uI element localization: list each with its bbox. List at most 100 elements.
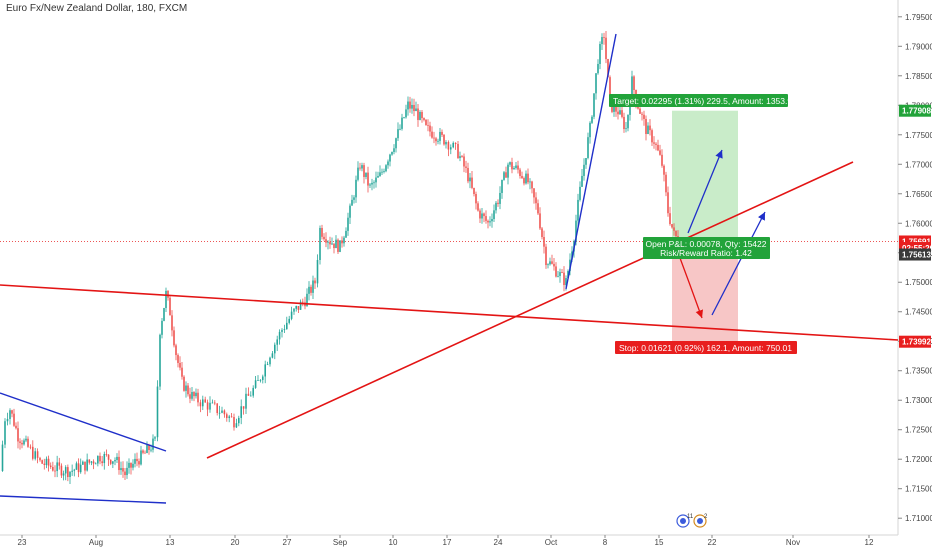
- candle-body[interactable]: [553, 263, 555, 267]
- candle-body[interactable]: [459, 156, 461, 159]
- candle-body[interactable]: [629, 103, 631, 115]
- candle-body[interactable]: [461, 156, 463, 157]
- candle-body[interactable]: [551, 261, 553, 264]
- candle-body[interactable]: [545, 246, 547, 266]
- candle-body[interactable]: [425, 119, 427, 125]
- candle-body[interactable]: [619, 110, 621, 115]
- candle-body[interactable]: [385, 165, 387, 172]
- candle-body[interactable]: [337, 239, 339, 252]
- candle-body[interactable]: [321, 227, 323, 237]
- candle-body[interactable]: [15, 425, 17, 429]
- candle-body[interactable]: [146, 444, 148, 453]
- candle-body[interactable]: [335, 239, 337, 249]
- candle-body[interactable]: [235, 423, 238, 428]
- candle-body[interactable]: [109, 459, 112, 464]
- candle-body[interactable]: [293, 308, 295, 312]
- candle-body[interactable]: [427, 124, 429, 126]
- candle-body[interactable]: [32, 446, 34, 459]
- candle-body[interactable]: [54, 470, 56, 472]
- candle-body[interactable]: [347, 217, 349, 231]
- candle-body[interactable]: [52, 467, 54, 471]
- candle-body[interactable]: [353, 197, 355, 200]
- candle-body[interactable]: [67, 467, 69, 477]
- candle-body[interactable]: [45, 458, 48, 465]
- candle-body[interactable]: [589, 122, 591, 138]
- candle-body[interactable]: [501, 179, 503, 193]
- candle-body[interactable]: [533, 188, 535, 198]
- candle-body[interactable]: [639, 108, 641, 114]
- candle-body[interactable]: [319, 227, 321, 260]
- candle-body[interactable]: [90, 461, 93, 463]
- candle-body[interactable]: [567, 270, 569, 279]
- candle-body[interactable]: [302, 301, 304, 303]
- candle-body[interactable]: [653, 142, 655, 144]
- candle-body[interactable]: [447, 141, 450, 150]
- candle-body[interactable]: [254, 380, 257, 388]
- candle-body[interactable]: [329, 241, 331, 245]
- candle-body[interactable]: [351, 199, 353, 206]
- candle-body[interactable]: [409, 101, 411, 109]
- candle-body[interactable]: [433, 137, 435, 139]
- candle-body[interactable]: [79, 464, 82, 473]
- candle-body[interactable]: [605, 37, 607, 60]
- candle-body[interactable]: [577, 199, 579, 221]
- candle-body[interactable]: [94, 463, 97, 465]
- candle-body[interactable]: [499, 192, 501, 204]
- candle-body[interactable]: [643, 114, 645, 119]
- candle-body[interactable]: [62, 473, 65, 476]
- candle-body[interactable]: [185, 385, 187, 391]
- candle-body[interactable]: [583, 164, 585, 176]
- candle-body[interactable]: [49, 465, 52, 468]
- candle-body[interactable]: [17, 428, 19, 442]
- candle-body[interactable]: [250, 395, 252, 397]
- candle-body[interactable]: [276, 339, 278, 345]
- candle-body[interactable]: [64, 467, 67, 474]
- candle-body[interactable]: [515, 165, 517, 168]
- candle-body[interactable]: [559, 272, 561, 276]
- candle-body[interactable]: [495, 202, 497, 211]
- candle-body[interactable]: [71, 470, 73, 472]
- candle-body[interactable]: [140, 450, 142, 465]
- candle-body[interactable]: [661, 154, 663, 166]
- candle-body[interactable]: [290, 311, 293, 319]
- candle-body[interactable]: [345, 230, 347, 238]
- candle-body[interactable]: [452, 142, 454, 148]
- candle-body[interactable]: [247, 393, 250, 396]
- candle-body[interactable]: [148, 444, 150, 451]
- candle-body[interactable]: [457, 143, 459, 159]
- candle-body[interactable]: [221, 410, 223, 413]
- candle-body[interactable]: [547, 264, 549, 266]
- candle-body[interactable]: [659, 150, 661, 155]
- candle-body[interactable]: [142, 450, 144, 453]
- candle-body[interactable]: [549, 261, 551, 265]
- candle-body[interactable]: [591, 116, 593, 123]
- candle-body[interactable]: [671, 224, 673, 228]
- candle-body[interactable]: [223, 410, 226, 415]
- candle-body[interactable]: [507, 164, 509, 178]
- candle-body[interactable]: [150, 449, 152, 451]
- candle-body[interactable]: [627, 114, 629, 129]
- candle-body[interactable]: [306, 293, 308, 307]
- candle-body[interactable]: [206, 402, 209, 410]
- candle-body[interactable]: [189, 394, 191, 399]
- candle-body[interactable]: [169, 297, 171, 316]
- candle-body[interactable]: [657, 144, 659, 151]
- candle-body[interactable]: [82, 461, 84, 465]
- candle-body[interactable]: [565, 278, 567, 286]
- candle-body[interactable]: [152, 438, 154, 450]
- candle-body[interactable]: [274, 344, 276, 354]
- candle-body[interactable]: [587, 137, 589, 158]
- candle-body[interactable]: [218, 412, 221, 414]
- candle-body[interactable]: [477, 203, 479, 211]
- candle-body[interactable]: [503, 172, 505, 180]
- candle-body[interactable]: [361, 165, 363, 169]
- candle-body[interactable]: [233, 417, 235, 428]
- candle-body[interactable]: [266, 364, 269, 366]
- candle-body[interactable]: [479, 210, 481, 219]
- candle-body[interactable]: [308, 286, 310, 294]
- candle-body[interactable]: [325, 239, 327, 243]
- candle-body[interactable]: [242, 406, 245, 409]
- candle-body[interactable]: [555, 266, 557, 277]
- candle-body[interactable]: [84, 461, 86, 471]
- candle-body[interactable]: [199, 402, 202, 407]
